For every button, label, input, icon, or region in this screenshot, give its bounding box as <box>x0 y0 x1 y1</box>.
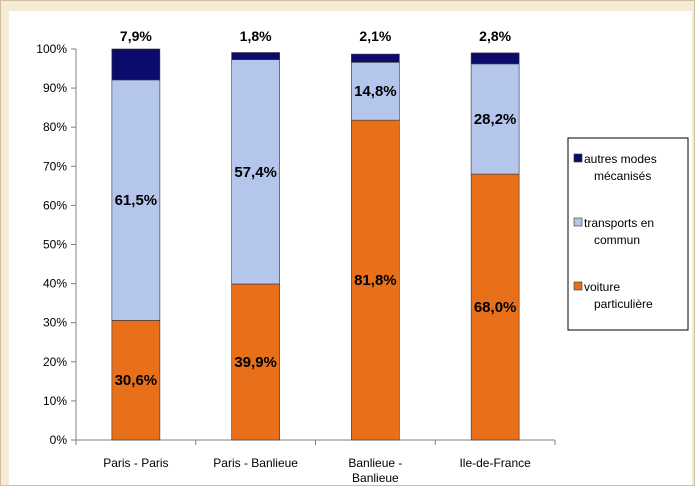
y-tick-label: 80% <box>43 120 67 134</box>
y-tick-label: 30% <box>43 316 67 330</box>
data-label: 68,0% <box>474 299 517 316</box>
bar-segment-autres <box>470 52 520 65</box>
bar-segment-voiture <box>470 173 520 441</box>
bar-segment-autres <box>231 52 280 60</box>
bar-segment-voiture <box>351 119 400 441</box>
y-tick-label: 60% <box>43 198 67 212</box>
bar-segment-transports <box>231 59 280 285</box>
axes: 0% 10% 20% 30% 40% 50% 60% 70% 80% 90% 100% Paris -… <box>36 42 556 485</box>
bar-segment-autres <box>111 48 161 81</box>
bar-segment-voiture <box>231 283 280 441</box>
legend-label: voiture <box>584 280 620 294</box>
legend-label: transports en <box>584 216 654 230</box>
y-tick-label: 10% <box>43 394 67 408</box>
data-label: 61,5% <box>115 192 158 209</box>
category-label: Ile-de-France <box>459 456 531 470</box>
category-label: Banlieue - <box>348 456 402 470</box>
legend-swatch <box>573 153 583 163</box>
data-label: 39,9% <box>234 354 277 371</box>
data-label-top: 1,8% <box>240 28 272 44</box>
data-label-top: 2,1% <box>359 28 391 44</box>
legend-label: commun <box>594 233 640 247</box>
category-label: Paris - Paris <box>103 456 168 470</box>
data-label-top: 7,9% <box>120 28 152 44</box>
bar-segment-voiture <box>111 320 161 441</box>
y-tick-label: 70% <box>43 159 67 173</box>
data-label: 81,8% <box>354 272 397 289</box>
data-label: 28,2% <box>474 111 517 128</box>
data-label: 57,4% <box>234 164 277 181</box>
legend: autres modes mécanisés transports en commun… <box>567 137 689 331</box>
y-tick-label: 40% <box>43 277 67 291</box>
legend-label: particulière <box>594 297 653 311</box>
y-tick-label: 20% <box>43 355 67 369</box>
y-tick-label: 50% <box>43 238 67 252</box>
y-tick-label: 0% <box>50 433 68 447</box>
bar-segment-transports <box>351 61 400 121</box>
legend-box <box>567 137 689 331</box>
bars <box>111 48 520 441</box>
legend-swatch <box>573 281 583 291</box>
legend-swatch <box>573 217 583 227</box>
data-label-top: 2,8% <box>479 28 511 44</box>
data-label: 14,8% <box>354 83 397 100</box>
category-label: Paris - Banlieue <box>213 456 298 470</box>
data-labels: 30,6% 61,5% 7,9% 39,9% 57,4% 1,8% 81,8% 14,8% 2,… <box>115 28 517 389</box>
bar-segment-transports <box>470 63 520 175</box>
legend-label: autres modes <box>584 152 657 166</box>
legend-label: mécanisés <box>594 169 651 183</box>
category-label: Banlieue <box>352 471 399 485</box>
y-tick-label: 100% <box>36 42 67 56</box>
bar-segment-autres <box>351 53 400 63</box>
data-label: 30,6% <box>115 372 158 389</box>
y-tick-label: 90% <box>43 81 67 95</box>
